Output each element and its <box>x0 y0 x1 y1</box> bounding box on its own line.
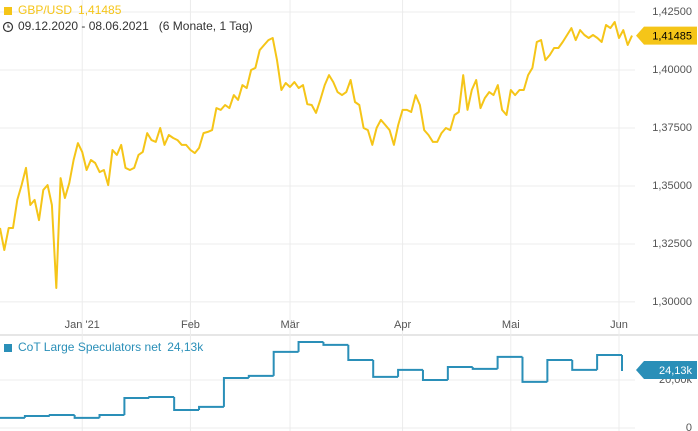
clock-icon <box>2 21 14 33</box>
period-text: (6 Monate, 1 Tag) <box>159 19 253 33</box>
step-segment <box>397 368 423 377</box>
x-tick-label: Feb <box>181 319 200 331</box>
legend-entry: GBP/USD 1,41485 <box>18 3 122 17</box>
y-tick-label: 1,40000 <box>652 64 692 76</box>
legend-swatch <box>4 344 12 352</box>
y-tick-label: 1,32500 <box>652 238 692 250</box>
y-tick-label: 1,42500 <box>652 6 692 18</box>
step-segment <box>297 341 324 352</box>
date-range-text: 09.12.2020 - 08.06.2021 <box>18 19 149 33</box>
value-tag-label: 1,41485 <box>652 31 692 43</box>
step-segment <box>123 396 150 416</box>
step-segment <box>272 350 299 376</box>
legend-name: GBP/USD <box>18 3 72 17</box>
y-tick-label: 1,37500 <box>652 122 692 134</box>
legend-value: 24,13k <box>167 340 204 354</box>
step-segment <box>571 360 598 371</box>
y-tick-label: 0 <box>686 422 692 431</box>
step-segment <box>198 405 224 410</box>
step-segment <box>471 367 498 370</box>
step-segment <box>73 415 100 419</box>
legend-swatch <box>4 7 12 15</box>
step-segment <box>372 360 399 378</box>
legend-value: 1,41485 <box>78 3 122 17</box>
x-tick-label: Mär <box>281 319 300 331</box>
step-segment <box>421 369 448 381</box>
grid <box>0 0 635 431</box>
date-range: 09.12.2020 - 08.06.2021 (6 Monate, 1 Tag) <box>18 19 253 33</box>
value-tag-label: 24,13k <box>659 365 693 377</box>
step-segment <box>148 396 175 399</box>
labels: 1,30000 1,32500 1,35000 1,37500 1,40000 1,425… <box>2 3 697 431</box>
step-segment <box>98 414 125 418</box>
step-segment <box>23 414 50 418</box>
step-segment <box>621 355 623 372</box>
step-segment <box>347 344 374 362</box>
step-segment <box>222 377 249 407</box>
y-tick-label: 1,30000 <box>652 296 692 308</box>
step-segment <box>173 397 200 411</box>
step-segment <box>496 355 523 369</box>
marks <box>0 21 633 419</box>
step-segment <box>521 356 548 383</box>
step-segment <box>48 414 75 417</box>
value-tag <box>636 26 697 45</box>
step-segment <box>247 374 274 379</box>
legend-entry: CoT Large Speculators net 24,13k <box>18 340 204 354</box>
price-line <box>0 21 633 289</box>
x-tick-label: Jan '21 <box>65 319 100 331</box>
legend-name: CoT Large Speculators net <box>18 340 162 354</box>
step-segment <box>546 359 573 382</box>
value-tag <box>636 361 697 380</box>
y-tick-label: 1,35000 <box>652 180 692 192</box>
x-tick-label: Jun <box>610 319 628 331</box>
x-tick-label: Apr <box>394 319 411 331</box>
clock-hand <box>7 24 10 28</box>
step-segment <box>446 366 473 380</box>
x-tick-label: Mai <box>502 319 520 331</box>
step-segment <box>596 354 622 370</box>
step-segment <box>322 342 349 346</box>
